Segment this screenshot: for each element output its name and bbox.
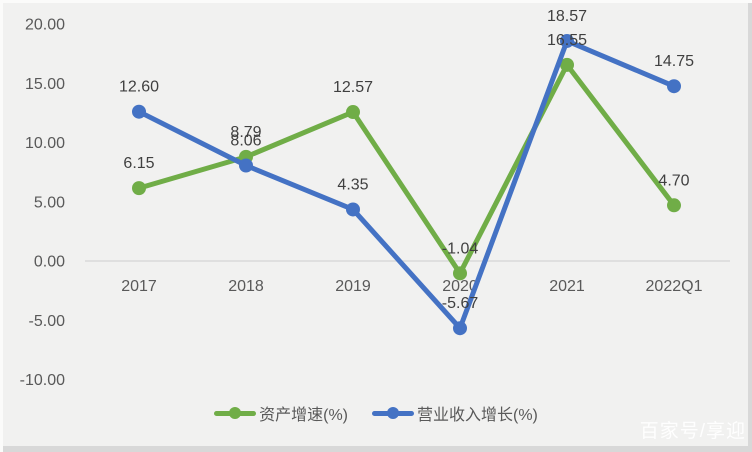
y-axis-tick-label: 20.00 <box>25 17 65 34</box>
y-axis-tick-label: 5.00 <box>34 194 65 211</box>
x-axis-category-label: 2019 <box>335 278 371 295</box>
data-point-marker <box>453 321 467 336</box>
data-point-label: 14.75 <box>654 53 694 70</box>
data-point-label: 6.15 <box>123 155 154 172</box>
x-axis-category-label: 2021 <box>549 278 585 295</box>
y-axis-tick-label: 0.00 <box>34 254 65 271</box>
data-point-marker <box>453 266 467 281</box>
data-point-marker <box>239 158 253 173</box>
x-axis-category-label: 2022Q1 <box>646 278 703 295</box>
data-point-marker <box>667 79 681 94</box>
watermark: 百家号/享迎 <box>639 421 746 442</box>
y-axis-tick-label: 15.00 <box>25 76 65 93</box>
data-point-label: 4.70 <box>658 172 689 189</box>
data-point-marker <box>560 33 574 48</box>
y-axis-tick-label: 10.00 <box>25 135 65 152</box>
data-point-marker <box>132 104 146 119</box>
data-point-label: 18.57 <box>547 8 587 25</box>
data-point-label: 4.35 <box>337 176 368 193</box>
series-line-1 <box>136 38 677 331</box>
x-axis-category-label: 2017 <box>121 278 157 295</box>
data-point-label: 8.06 <box>230 132 261 149</box>
x-axis-category-label: 2020 <box>442 278 478 295</box>
data-point-marker <box>132 181 146 196</box>
legend-item-1: 营业收入增长(%) <box>372 401 538 425</box>
series-line-0 <box>136 62 677 276</box>
data-point-label: 8.79 <box>230 124 261 141</box>
data-point-label: 12.60 <box>119 79 159 96</box>
data-point-marker <box>346 105 360 120</box>
legend-line-dot-icon <box>214 407 257 419</box>
legend-label: 营业收入增长(%) <box>417 407 538 424</box>
data-point-marker <box>560 57 574 72</box>
data-point-label: 16.55 <box>547 32 587 49</box>
data-point-label: -1.04 <box>442 240 479 257</box>
y-axis-tick-label: -5.00 <box>29 313 66 330</box>
legend-item-0: 资产增速(%) <box>214 401 348 425</box>
data-point-label: -5.67 <box>442 295 479 312</box>
chart-legend: 资产增速(%) 营业收入增长(%) <box>0 401 752 425</box>
legend-line-dot-icon <box>372 407 414 419</box>
data-point-marker <box>667 198 681 213</box>
x-axis-category-label: 2018 <box>228 278 264 295</box>
data-point-label: 12.57 <box>333 79 373 96</box>
legend-label: 资产增速(%) <box>259 407 348 424</box>
y-axis-tick-label: -10.00 <box>20 372 65 389</box>
data-point-marker <box>346 202 360 217</box>
